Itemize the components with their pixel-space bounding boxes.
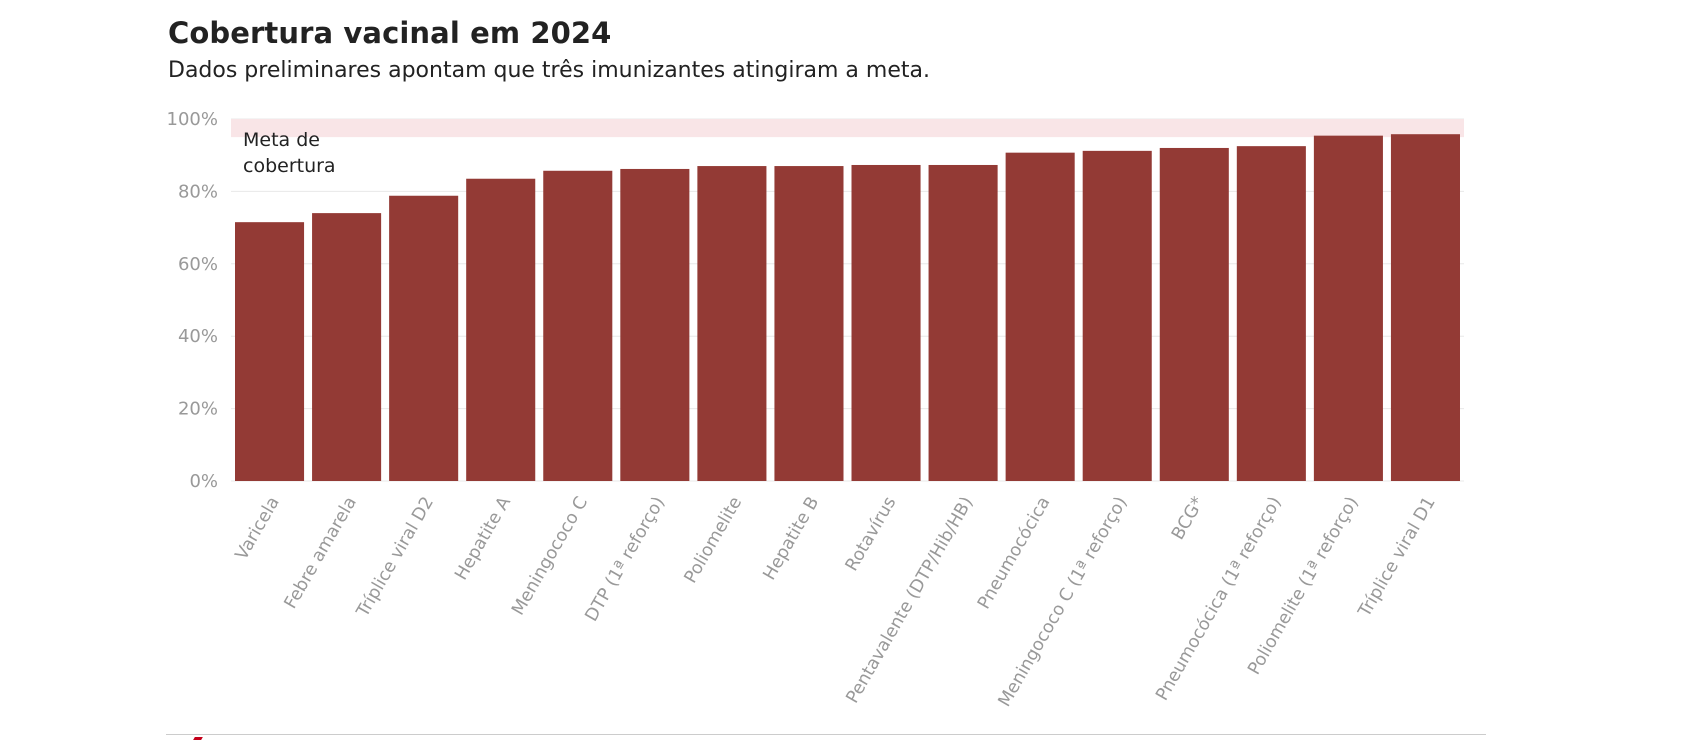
bar xyxy=(1390,134,1460,482)
bar xyxy=(697,166,767,481)
bar xyxy=(543,170,613,482)
target-band-layer: Meta de cobertura xyxy=(231,119,1464,177)
x-category-label: Meningococo C (1ª reforço) xyxy=(995,494,1132,711)
x-category-label: Febre amarela xyxy=(281,494,361,613)
x-category-label: BCG* xyxy=(1168,493,1209,543)
bars xyxy=(235,134,1460,482)
y-tick-label: 80% xyxy=(178,181,218,202)
bar xyxy=(235,222,305,482)
x-category-label: Tríplice viral D1 xyxy=(1354,494,1439,622)
x-category-label: Hepatite B xyxy=(760,494,824,584)
bar xyxy=(851,164,921,481)
bar xyxy=(1005,152,1075,481)
footer-divider xyxy=(166,734,1486,735)
bar xyxy=(389,195,459,481)
y-tick-label: 100% xyxy=(167,109,218,130)
x-category-label: Pneumocócica xyxy=(974,494,1054,613)
y-tick-label: 40% xyxy=(178,326,218,347)
bar xyxy=(1082,150,1152,481)
bar xyxy=(466,178,536,482)
chart-subtitle: Dados preliminares apontam que três imun… xyxy=(168,58,930,83)
bar xyxy=(1236,146,1306,481)
bar xyxy=(928,164,998,481)
y-tick-label: 60% xyxy=(178,254,218,275)
bar xyxy=(620,168,690,481)
x-category-label: Varicela xyxy=(232,494,284,564)
bar xyxy=(312,213,382,481)
y-tick-label: 20% xyxy=(178,399,218,420)
bar xyxy=(1159,147,1229,481)
x-category-label: Meningococo C xyxy=(508,494,592,619)
y-axis-ticks: 0% 20% 40% 60% 80% 100% xyxy=(167,109,218,492)
target-band xyxy=(231,119,1464,138)
target-band-label: cobertura xyxy=(243,155,336,177)
x-category-label: Poliomelite xyxy=(681,494,746,587)
x-category-label: Tríplice viral D2 xyxy=(353,494,438,622)
x-category-label: Pentavalente (DTP/Hib/HB) xyxy=(843,494,978,707)
bar xyxy=(774,166,844,481)
x-category-label: Hepatite A xyxy=(451,493,515,583)
x-category-label: DTP (1ª reforço) xyxy=(582,494,670,626)
bar xyxy=(1313,135,1383,482)
x-category-label: Rotavírus xyxy=(842,494,900,575)
target-band-label: Meta de xyxy=(243,129,320,151)
chart-title: Cobertura vacinal em 2024 xyxy=(168,16,612,50)
y-tick-label: 0% xyxy=(189,471,218,492)
